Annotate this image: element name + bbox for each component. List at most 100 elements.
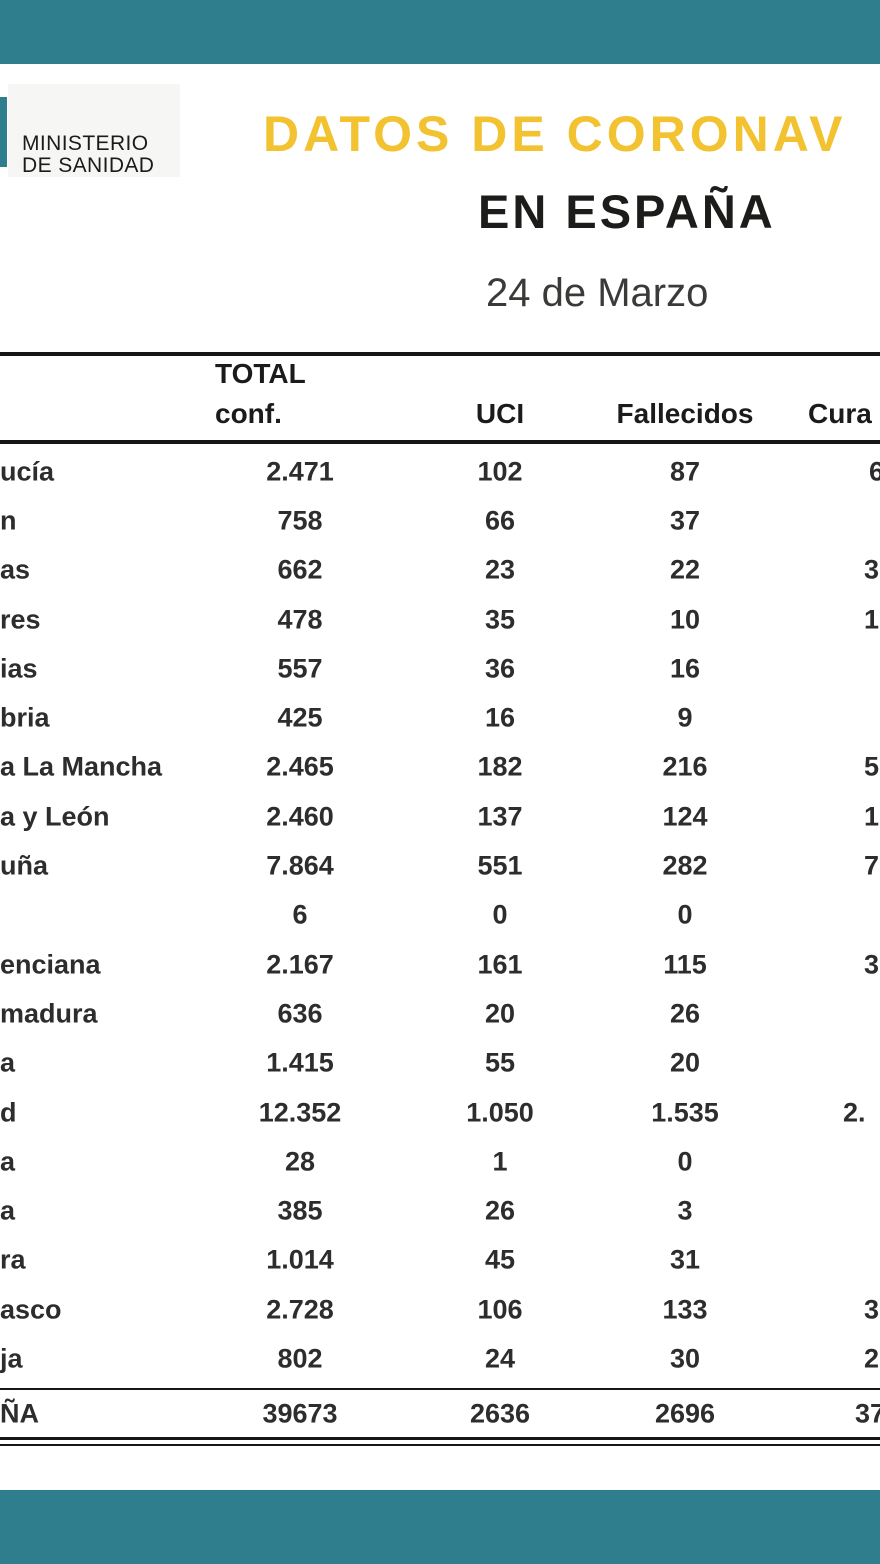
confirmed-value: 2.460 [266, 801, 334, 832]
table-row: a 385 26 3 [0, 1186, 880, 1235]
region-name-partial: n [0, 505, 17, 536]
confirmed-value: 636 [277, 998, 323, 1029]
table-row: as 662 23 22 3 [0, 546, 880, 595]
curados-value-partial: 3 [864, 949, 880, 980]
uci-value: 23 [484, 554, 516, 585]
fallecidos-value: 37 [669, 505, 701, 536]
uci-value: 35 [484, 604, 516, 635]
uci-value: 0 [492, 899, 508, 930]
table-row: enciana 2.167 161 115 3 [0, 940, 880, 989]
region-name-partial: a [0, 1146, 16, 1177]
curados-value-partial: 5 [864, 751, 880, 782]
uci-value: 551 [477, 850, 523, 881]
col-header-curados: Cura [808, 398, 872, 429]
confirmed-value: 758 [277, 505, 323, 536]
subtitle: EN ESPAÑA [478, 185, 776, 238]
uci-value: 36 [484, 653, 516, 684]
fallecidos-value: 22 [669, 554, 701, 585]
col-header-total: TOTAL [215, 358, 306, 389]
uci-value: 20 [484, 998, 516, 1029]
confirmed-value: 1.014 [266, 1244, 334, 1275]
fallecidos-value: 216 [662, 751, 708, 782]
total-fallecidos-value: 2696 [654, 1398, 716, 1429]
bottom-teal-band [0, 1490, 880, 1564]
region-name-partial: a La Mancha [0, 751, 163, 782]
region-name-partial: uña [0, 850, 49, 881]
uci-value: 45 [484, 1244, 516, 1275]
confirmed-value: 28 [284, 1146, 316, 1177]
uci-value: 66 [484, 505, 516, 536]
col-header-conf: conf. [215, 398, 282, 429]
table-body: ucía 2.471 102 87 6 n 758 66 37 as 662 23 22 3 res 478 3… [0, 447, 880, 1384]
fallecidos-value: 0 [677, 899, 693, 930]
table-row: a 1.415 55 20 [0, 1039, 880, 1088]
fallecidos-value: 87 [669, 456, 701, 487]
fallecidos-value: 9 [677, 702, 693, 733]
uci-value: 26 [484, 1195, 516, 1226]
table-row: ucía 2.471 102 87 6 [0, 447, 880, 496]
curados-value-partial: 1 [864, 604, 880, 635]
table-row: ra 1.014 45 31 [0, 1236, 880, 1285]
table-header-rule [0, 440, 880, 444]
confirmed-value: 478 [277, 604, 323, 635]
confirmed-value: 7.864 [266, 850, 334, 881]
region-name-partial: a [0, 1195, 16, 1226]
fallecidos-value: 115 [663, 949, 707, 980]
uci-value: 182 [477, 751, 523, 782]
fallecidos-value: 124 [662, 801, 708, 832]
uci-value: 161 [477, 949, 523, 980]
fallecidos-value: 30 [669, 1343, 701, 1374]
confirmed-value: 6 [292, 899, 308, 930]
confirmed-value: 2.167 [266, 949, 334, 980]
table-row: res 478 35 10 1 [0, 595, 880, 644]
logo-text-line2: DE SANIDAD [22, 154, 155, 177]
table-row: n 758 66 37 [0, 496, 880, 545]
table-bottom-rule-2 [0, 1444, 880, 1446]
confirmed-value: 385 [277, 1195, 323, 1226]
region-name-partial: a y León [0, 801, 110, 832]
uci-value: 16 [484, 702, 516, 733]
ministry-logo: MINISTERIO DE SANIDAD [8, 84, 180, 177]
total-uci-value: 2636 [469, 1398, 531, 1429]
top-teal-band [0, 0, 880, 64]
table-row: ja 802 24 30 2 [0, 1334, 880, 1383]
region-name-partial: madura [0, 998, 98, 1029]
region-name-partial: bria [0, 702, 50, 733]
col-header-uci: UCI [475, 398, 525, 429]
region-name-partial: as [0, 554, 31, 585]
table-row: d 12.352 1.050 1.535 2. [0, 1088, 880, 1137]
table-row: madura 636 20 26 [0, 989, 880, 1038]
fallecidos-value: 3 [677, 1195, 693, 1226]
total-confirmed-value: 39673 [262, 1398, 338, 1429]
table-row: bria 425 16 9 [0, 693, 880, 742]
confirmed-value: 802 [277, 1343, 323, 1374]
uci-value: 1.050 [466, 1097, 534, 1127]
curados-value-partial: 3 [864, 1294, 880, 1325]
logo-left-sliver [0, 97, 7, 167]
curados-value-partial: 6 [869, 456, 880, 487]
date-label: 24 de Marzo [486, 271, 709, 315]
confirmed-value: 2.465 [266, 751, 334, 782]
main-title: DATOS DE CORONAV [263, 106, 847, 162]
region-name-partial: enciana [0, 949, 101, 980]
uci-value: 1 [492, 1146, 508, 1177]
table-total-row: ÑA 39673 2636 2696 37 [0, 1392, 880, 1436]
fallecidos-value: 0 [677, 1146, 693, 1177]
uci-value: 55 [484, 1047, 516, 1078]
confirmed-value: 557 [277, 653, 323, 684]
confirmed-value: 12.352 [258, 1097, 342, 1127]
table-row: uña 7.864 551 282 7 [0, 841, 880, 890]
uci-value: 102 [477, 456, 523, 487]
uci-value: 137 [477, 801, 523, 832]
region-name-partial: d [0, 1097, 17, 1127]
table-top-rule [0, 352, 880, 356]
region-name-partial: ucía [0, 456, 55, 487]
region-name-partial: a [0, 1047, 16, 1078]
uci-value: 24 [484, 1343, 516, 1374]
logo-text-line1: MINISTERIO [22, 132, 149, 155]
table-row: a La Mancha 2.465 182 216 5 [0, 743, 880, 792]
table-row: a y León 2.460 137 124 1 [0, 792, 880, 841]
table-total-rule [0, 1388, 880, 1390]
curados-value-partial: 3 [864, 554, 880, 585]
